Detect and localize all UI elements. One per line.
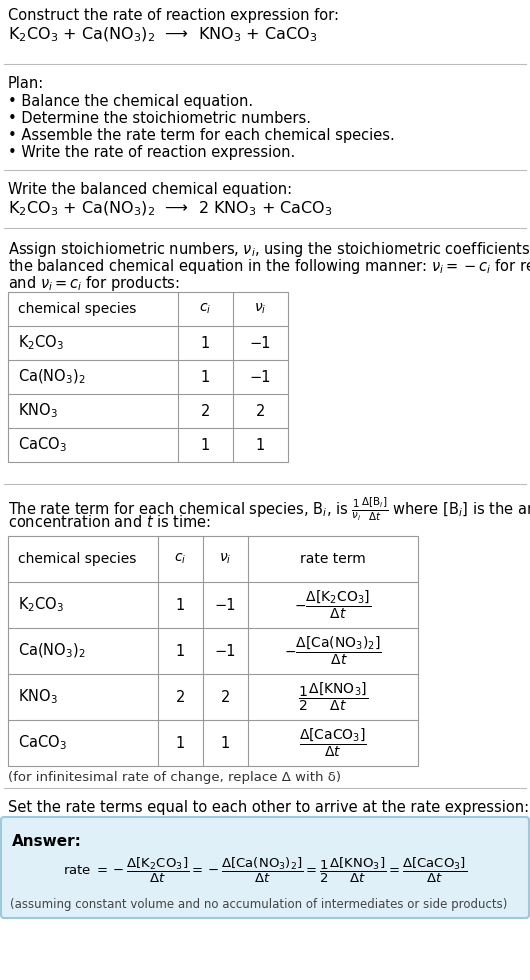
- Text: 2: 2: [201, 404, 210, 418]
- Text: (for infinitesimal rate of change, replace Δ with δ): (for infinitesimal rate of change, repla…: [8, 771, 341, 784]
- Text: 2: 2: [256, 404, 265, 418]
- Text: $-\dfrac{\Delta[\mathrm{K_2CO_3}]}{\Delta t}$: $-\dfrac{\Delta[\mathrm{K_2CO_3}]}{\Delt…: [295, 589, 372, 621]
- Text: 1: 1: [256, 437, 265, 453]
- Text: rate term: rate term: [300, 552, 366, 566]
- Text: $\nu_i$: $\nu_i$: [219, 552, 232, 566]
- Text: 1: 1: [176, 598, 185, 612]
- Text: −1: −1: [250, 369, 271, 384]
- Bar: [8, 292, 288, 462]
- Text: KNO$_3$: KNO$_3$: [18, 688, 58, 707]
- Text: concentration and $t$ is time:: concentration and $t$ is time:: [8, 514, 211, 530]
- Text: Set the rate terms equal to each other to arrive at the rate expression:: Set the rate terms equal to each other t…: [8, 800, 529, 815]
- Text: chemical species: chemical species: [18, 302, 136, 316]
- Text: 1: 1: [201, 437, 210, 453]
- Text: Write the balanced chemical equation:: Write the balanced chemical equation:: [8, 182, 292, 197]
- Text: rate $= -\dfrac{\Delta[\mathrm{K_2CO_3}]}{\Delta t} = -\dfrac{\Delta[\mathrm{Ca(: rate $= -\dfrac{\Delta[\mathrm{K_2CO_3}]…: [63, 856, 467, 885]
- Text: (assuming constant volume and no accumulation of intermediates or side products): (assuming constant volume and no accumul…: [10, 898, 507, 911]
- Text: • Assemble the rate term for each chemical species.: • Assemble the rate term for each chemic…: [8, 128, 395, 143]
- Text: Answer:: Answer:: [12, 834, 82, 849]
- Text: and $\nu_i = c_i$ for products:: and $\nu_i = c_i$ for products:: [8, 274, 180, 293]
- Text: K$_2$CO$_3$: K$_2$CO$_3$: [18, 333, 64, 353]
- Text: 2: 2: [176, 690, 185, 705]
- Text: CaCO$_3$: CaCO$_3$: [18, 734, 67, 753]
- Text: $\dfrac{1}{2}\dfrac{\Delta[\mathrm{KNO_3}]}{\Delta t}$: $\dfrac{1}{2}\dfrac{\Delta[\mathrm{KNO_3…: [298, 681, 368, 713]
- Text: • Balance the chemical equation.: • Balance the chemical equation.: [8, 94, 253, 109]
- Text: Plan:: Plan:: [8, 76, 44, 91]
- Text: • Write the rate of reaction expression.: • Write the rate of reaction expression.: [8, 145, 295, 160]
- Text: K$_2$CO$_3$: K$_2$CO$_3$: [18, 596, 64, 614]
- Text: K$_2$CO$_3$ + Ca(NO$_3$)$_2$  ⟶  2 KNO$_3$ + CaCO$_3$: K$_2$CO$_3$ + Ca(NO$_3$)$_2$ ⟶ 2 KNO$_3$…: [8, 200, 333, 219]
- Text: K$_2$CO$_3$ + Ca(NO$_3$)$_2$  ⟶  KNO$_3$ + CaCO$_3$: K$_2$CO$_3$ + Ca(NO$_3$)$_2$ ⟶ KNO$_3$ +…: [8, 26, 317, 44]
- Text: 1: 1: [201, 369, 210, 384]
- Text: the balanced chemical equation in the following manner: $\nu_i = -c_i$ for react: the balanced chemical equation in the fo…: [8, 257, 530, 276]
- FancyBboxPatch shape: [1, 817, 529, 918]
- Text: The rate term for each chemical species, B$_i$, is $\frac{1}{\nu_i}\frac{\Delta[: The rate term for each chemical species,…: [8, 496, 530, 523]
- Text: $\nu_i$: $\nu_i$: [254, 302, 267, 317]
- Text: chemical species: chemical species: [18, 552, 136, 566]
- Text: −1: −1: [215, 598, 236, 612]
- Text: 2: 2: [221, 690, 230, 705]
- Text: $c_i$: $c_i$: [199, 302, 211, 317]
- Text: Assign stoichiometric numbers, $\nu_i$, using the stoichiometric coefficients, $: Assign stoichiometric numbers, $\nu_i$, …: [8, 240, 530, 259]
- Text: $-\dfrac{\Delta[\mathrm{Ca(NO_3)_2}]}{\Delta t}$: $-\dfrac{\Delta[\mathrm{Ca(NO_3)_2}]}{\D…: [284, 635, 382, 667]
- Text: Construct the rate of reaction expression for:: Construct the rate of reaction expressio…: [8, 8, 339, 23]
- Text: $c_i$: $c_i$: [174, 552, 187, 566]
- Text: −1: −1: [215, 644, 236, 659]
- Text: • Determine the stoichiometric numbers.: • Determine the stoichiometric numbers.: [8, 111, 311, 126]
- Text: 1: 1: [176, 736, 185, 751]
- Text: 1: 1: [201, 335, 210, 351]
- Text: KNO$_3$: KNO$_3$: [18, 402, 58, 420]
- Bar: [8, 536, 418, 766]
- Text: −1: −1: [250, 335, 271, 351]
- Text: 1: 1: [221, 736, 230, 751]
- Text: $\dfrac{\Delta[\mathrm{CaCO_3}]}{\Delta t}$: $\dfrac{\Delta[\mathrm{CaCO_3}]}{\Delta …: [299, 727, 367, 760]
- Text: 1: 1: [176, 644, 185, 659]
- Text: Ca(NO$_3$)$_2$: Ca(NO$_3$)$_2$: [18, 642, 86, 661]
- Text: Ca(NO$_3$)$_2$: Ca(NO$_3$)$_2$: [18, 368, 86, 386]
- Text: CaCO$_3$: CaCO$_3$: [18, 436, 67, 455]
